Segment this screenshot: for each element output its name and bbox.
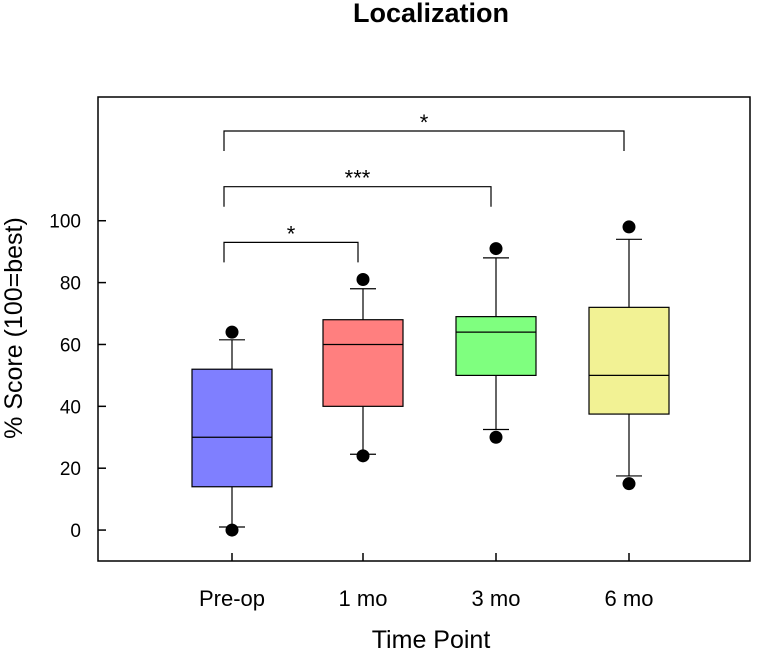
outlier-point [356, 449, 370, 463]
significance-bracket-1: * [223, 221, 359, 263]
box-1 [191, 325, 273, 537]
outlier-point [489, 242, 503, 256]
bracket-line [223, 241, 359, 263]
significance-bracket-3: * [223, 110, 625, 152]
significance-bracket-2: *** [223, 166, 492, 207]
bracket-line [223, 130, 625, 152]
plot-frame [97, 96, 751, 562]
y-tick-label: 100 [49, 212, 81, 233]
x-category-label: 3 mo [472, 586, 521, 611]
significance-label: *** [345, 166, 371, 191]
x-category-label: 6 mo [605, 586, 654, 611]
outlier-point [622, 477, 636, 491]
box-3 [455, 242, 537, 444]
y-tick-label: 20 [60, 459, 81, 480]
box-iqr [588, 306, 670, 415]
x-category-label: 1 mo [339, 586, 388, 611]
y-tick-label: 40 [60, 397, 81, 418]
x-axis: Pre-op 1 mo 3 mo 6 mo [199, 553, 653, 611]
bracket-line [223, 186, 492, 207]
y-axis-label: % Score (100=best) [0, 217, 28, 439]
y-tick-label: 0 [70, 521, 81, 542]
outlier-point [622, 220, 636, 234]
x-category-label: Pre-op [199, 586, 265, 611]
box-iqr [191, 368, 273, 488]
box-4 [588, 220, 670, 491]
y-tick-label: 80 [60, 274, 81, 295]
y-tick-label: 60 [60, 335, 81, 356]
box-2 [322, 273, 404, 463]
x-axis-label: Time Point [372, 626, 491, 653]
chart-title: Localization [353, 0, 509, 28]
y-axis: 0 20 40 60 80 100 [49, 212, 106, 542]
outlier-point [356, 273, 370, 287]
outlier-point [225, 523, 239, 537]
box-iqr [322, 319, 404, 407]
outlier-point [225, 325, 239, 339]
outlier-point [489, 430, 503, 444]
significance-label: * [287, 221, 296, 246]
significance-label: * [420, 110, 429, 135]
box-iqr [455, 316, 537, 377]
boxes-group [191, 220, 670, 537]
significance-brackets: ***** [223, 110, 625, 263]
